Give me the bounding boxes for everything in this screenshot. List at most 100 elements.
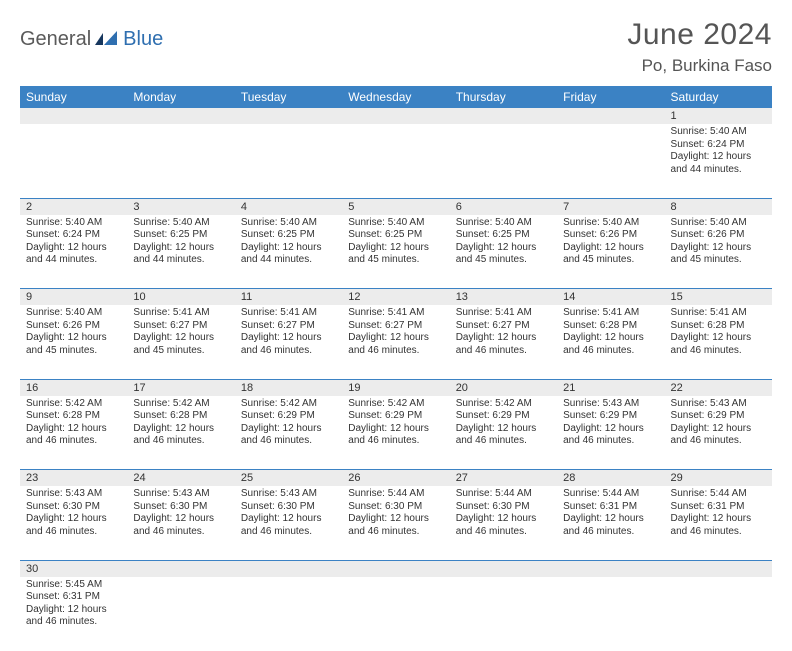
day-line: Sunset: 6:28 PM bbox=[133, 410, 228, 423]
day-cell: Sunrise: 5:45 AMSunset: 6:31 PMDaylight:… bbox=[20, 577, 127, 651]
day-number bbox=[450, 560, 557, 577]
day-line: Sunrise: 5:40 AM bbox=[456, 217, 551, 230]
day-number bbox=[235, 560, 342, 577]
day-number: 18 bbox=[235, 379, 342, 396]
day-number: 22 bbox=[665, 379, 772, 396]
day-line: Sunset: 6:28 PM bbox=[26, 410, 121, 423]
day-details: Sunrise: 5:41 AMSunset: 6:27 PMDaylight:… bbox=[235, 305, 342, 361]
day-cell bbox=[235, 124, 342, 198]
day-line: and 46 minutes. bbox=[241, 435, 336, 448]
day-line: Daylight: 12 hours bbox=[456, 513, 551, 526]
day-line: and 44 minutes. bbox=[26, 254, 121, 267]
day-details: Sunrise: 5:43 AMSunset: 6:29 PMDaylight:… bbox=[665, 396, 772, 452]
day-line: Daylight: 12 hours bbox=[26, 423, 121, 436]
day-number: 19 bbox=[342, 379, 449, 396]
day-line: and 46 minutes. bbox=[671, 526, 766, 539]
day-number: 14 bbox=[557, 289, 664, 306]
day-line: Daylight: 12 hours bbox=[241, 242, 336, 255]
day-details: Sunrise: 5:40 AMSunset: 6:24 PMDaylight:… bbox=[20, 215, 127, 271]
day-number bbox=[127, 108, 234, 124]
day-line: Sunset: 6:29 PM bbox=[671, 410, 766, 423]
day-line: Daylight: 12 hours bbox=[348, 513, 443, 526]
day-number-row: 9101112131415 bbox=[20, 289, 772, 306]
day-cell: Sunrise: 5:44 AMSunset: 6:31 PMDaylight:… bbox=[665, 486, 772, 560]
day-line: Daylight: 12 hours bbox=[26, 604, 121, 617]
day-line: Sunrise: 5:40 AM bbox=[241, 217, 336, 230]
day-number: 28 bbox=[557, 470, 664, 487]
day-line: Sunset: 6:29 PM bbox=[241, 410, 336, 423]
day-line: Daylight: 12 hours bbox=[348, 332, 443, 345]
day-line: and 45 minutes. bbox=[26, 345, 121, 358]
day-cell: Sunrise: 5:41 AMSunset: 6:27 PMDaylight:… bbox=[235, 305, 342, 379]
day-line: Sunset: 6:29 PM bbox=[348, 410, 443, 423]
day-number: 8 bbox=[665, 198, 772, 215]
day-line: Sunrise: 5:40 AM bbox=[26, 217, 121, 230]
day-line: Sunrise: 5:44 AM bbox=[348, 488, 443, 501]
day-number: 10 bbox=[127, 289, 234, 306]
day-line: Daylight: 12 hours bbox=[133, 332, 228, 345]
day-body-row: Sunrise: 5:40 AMSunset: 6:26 PMDaylight:… bbox=[20, 305, 772, 379]
brand-text-1: General bbox=[20, 28, 91, 51]
day-number: 30 bbox=[20, 560, 127, 577]
day-line: Sunset: 6:31 PM bbox=[671, 501, 766, 514]
day-line: Sunset: 6:27 PM bbox=[133, 320, 228, 333]
day-number: 9 bbox=[20, 289, 127, 306]
day-line: and 46 minutes. bbox=[26, 435, 121, 448]
day-line: and 45 minutes. bbox=[456, 254, 551, 267]
day-line: Daylight: 12 hours bbox=[671, 332, 766, 345]
day-details: Sunrise: 5:42 AMSunset: 6:29 PMDaylight:… bbox=[342, 396, 449, 452]
day-line: Sunrise: 5:40 AM bbox=[133, 217, 228, 230]
day-number: 29 bbox=[665, 470, 772, 487]
day-details: Sunrise: 5:44 AMSunset: 6:31 PMDaylight:… bbox=[665, 486, 772, 542]
day-number: 4 bbox=[235, 198, 342, 215]
day-line: Sunrise: 5:40 AM bbox=[348, 217, 443, 230]
day-number: 13 bbox=[450, 289, 557, 306]
day-line: Daylight: 12 hours bbox=[133, 423, 228, 436]
day-cell: Sunrise: 5:44 AMSunset: 6:31 PMDaylight:… bbox=[557, 486, 664, 560]
day-number: 20 bbox=[450, 379, 557, 396]
day-line: Sunset: 6:24 PM bbox=[26, 229, 121, 242]
day-cell: Sunrise: 5:42 AMSunset: 6:28 PMDaylight:… bbox=[127, 396, 234, 470]
day-cell bbox=[342, 124, 449, 198]
day-line: Sunrise: 5:43 AM bbox=[671, 398, 766, 411]
day-line: and 46 minutes. bbox=[348, 345, 443, 358]
day-line: Sunrise: 5:41 AM bbox=[456, 307, 551, 320]
day-line: Sunrise: 5:43 AM bbox=[26, 488, 121, 501]
day-line: Daylight: 12 hours bbox=[133, 242, 228, 255]
day-cell: Sunrise: 5:43 AMSunset: 6:29 PMDaylight:… bbox=[665, 396, 772, 470]
day-cell: Sunrise: 5:41 AMSunset: 6:28 PMDaylight:… bbox=[557, 305, 664, 379]
day-line: Sunset: 6:24 PM bbox=[671, 139, 766, 152]
day-line: and 46 minutes. bbox=[348, 526, 443, 539]
day-line: and 44 minutes. bbox=[671, 164, 766, 177]
day-body-row: Sunrise: 5:45 AMSunset: 6:31 PMDaylight:… bbox=[20, 577, 772, 651]
day-cell: Sunrise: 5:40 AMSunset: 6:25 PMDaylight:… bbox=[450, 215, 557, 289]
day-line: Sunrise: 5:41 AM bbox=[563, 307, 658, 320]
day-number bbox=[665, 560, 772, 577]
day-line: Sunrise: 5:41 AM bbox=[348, 307, 443, 320]
day-line: Sunset: 6:25 PM bbox=[348, 229, 443, 242]
day-line: Sunrise: 5:43 AM bbox=[241, 488, 336, 501]
day-line: Daylight: 12 hours bbox=[456, 242, 551, 255]
day-body-row: Sunrise: 5:43 AMSunset: 6:30 PMDaylight:… bbox=[20, 486, 772, 560]
day-line: and 44 minutes. bbox=[241, 254, 336, 267]
day-number: 21 bbox=[557, 379, 664, 396]
day-details: Sunrise: 5:40 AMSunset: 6:25 PMDaylight:… bbox=[450, 215, 557, 271]
day-number: 5 bbox=[342, 198, 449, 215]
day-line: Sunset: 6:26 PM bbox=[563, 229, 658, 242]
day-details: Sunrise: 5:40 AMSunset: 6:26 PMDaylight:… bbox=[20, 305, 127, 361]
day-cell: Sunrise: 5:41 AMSunset: 6:27 PMDaylight:… bbox=[342, 305, 449, 379]
day-line: Daylight: 12 hours bbox=[26, 513, 121, 526]
day-line: Sunrise: 5:44 AM bbox=[456, 488, 551, 501]
day-number bbox=[342, 108, 449, 124]
day-number bbox=[127, 560, 234, 577]
day-line: Sunset: 6:30 PM bbox=[348, 501, 443, 514]
header: General Blue June 2024 Po, Burkina Faso bbox=[20, 18, 772, 76]
day-cell bbox=[235, 577, 342, 651]
day-number-row: 2345678 bbox=[20, 198, 772, 215]
day-cell: Sunrise: 5:41 AMSunset: 6:27 PMDaylight:… bbox=[450, 305, 557, 379]
calendar-table: Sunday Monday Tuesday Wednesday Thursday… bbox=[20, 86, 772, 651]
day-details: Sunrise: 5:41 AMSunset: 6:28 PMDaylight:… bbox=[557, 305, 664, 361]
day-cell: Sunrise: 5:40 AMSunset: 6:24 PMDaylight:… bbox=[665, 124, 772, 198]
day-number bbox=[235, 108, 342, 124]
day-body-row: Sunrise: 5:40 AMSunset: 6:24 PMDaylight:… bbox=[20, 124, 772, 198]
